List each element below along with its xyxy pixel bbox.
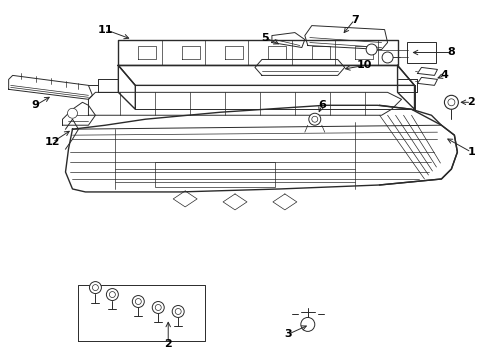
- Text: 1: 1: [467, 147, 474, 157]
- Circle shape: [308, 113, 320, 125]
- FancyBboxPatch shape: [406, 41, 436, 64]
- Text: 10: 10: [356, 60, 372, 70]
- Circle shape: [106, 288, 118, 301]
- Text: 9: 9: [31, 100, 40, 110]
- Text: 2: 2: [467, 97, 474, 107]
- Text: 7: 7: [350, 15, 358, 25]
- Text: 12: 12: [45, 137, 60, 147]
- Circle shape: [172, 306, 184, 317]
- Text: 2: 2: [164, 340, 172, 350]
- Circle shape: [381, 52, 392, 63]
- Text: 4: 4: [439, 70, 447, 80]
- Circle shape: [443, 95, 457, 109]
- Circle shape: [132, 296, 144, 307]
- Text: 5: 5: [260, 32, 268, 42]
- Circle shape: [89, 282, 101, 293]
- Circle shape: [365, 44, 377, 55]
- Circle shape: [152, 302, 164, 313]
- Bar: [155, 162, 274, 187]
- Circle shape: [300, 317, 314, 331]
- Text: 6: 6: [317, 100, 325, 110]
- Text: 11: 11: [97, 25, 113, 35]
- Circle shape: [67, 108, 77, 118]
- Text: 8: 8: [447, 47, 454, 57]
- Text: 3: 3: [284, 330, 291, 340]
